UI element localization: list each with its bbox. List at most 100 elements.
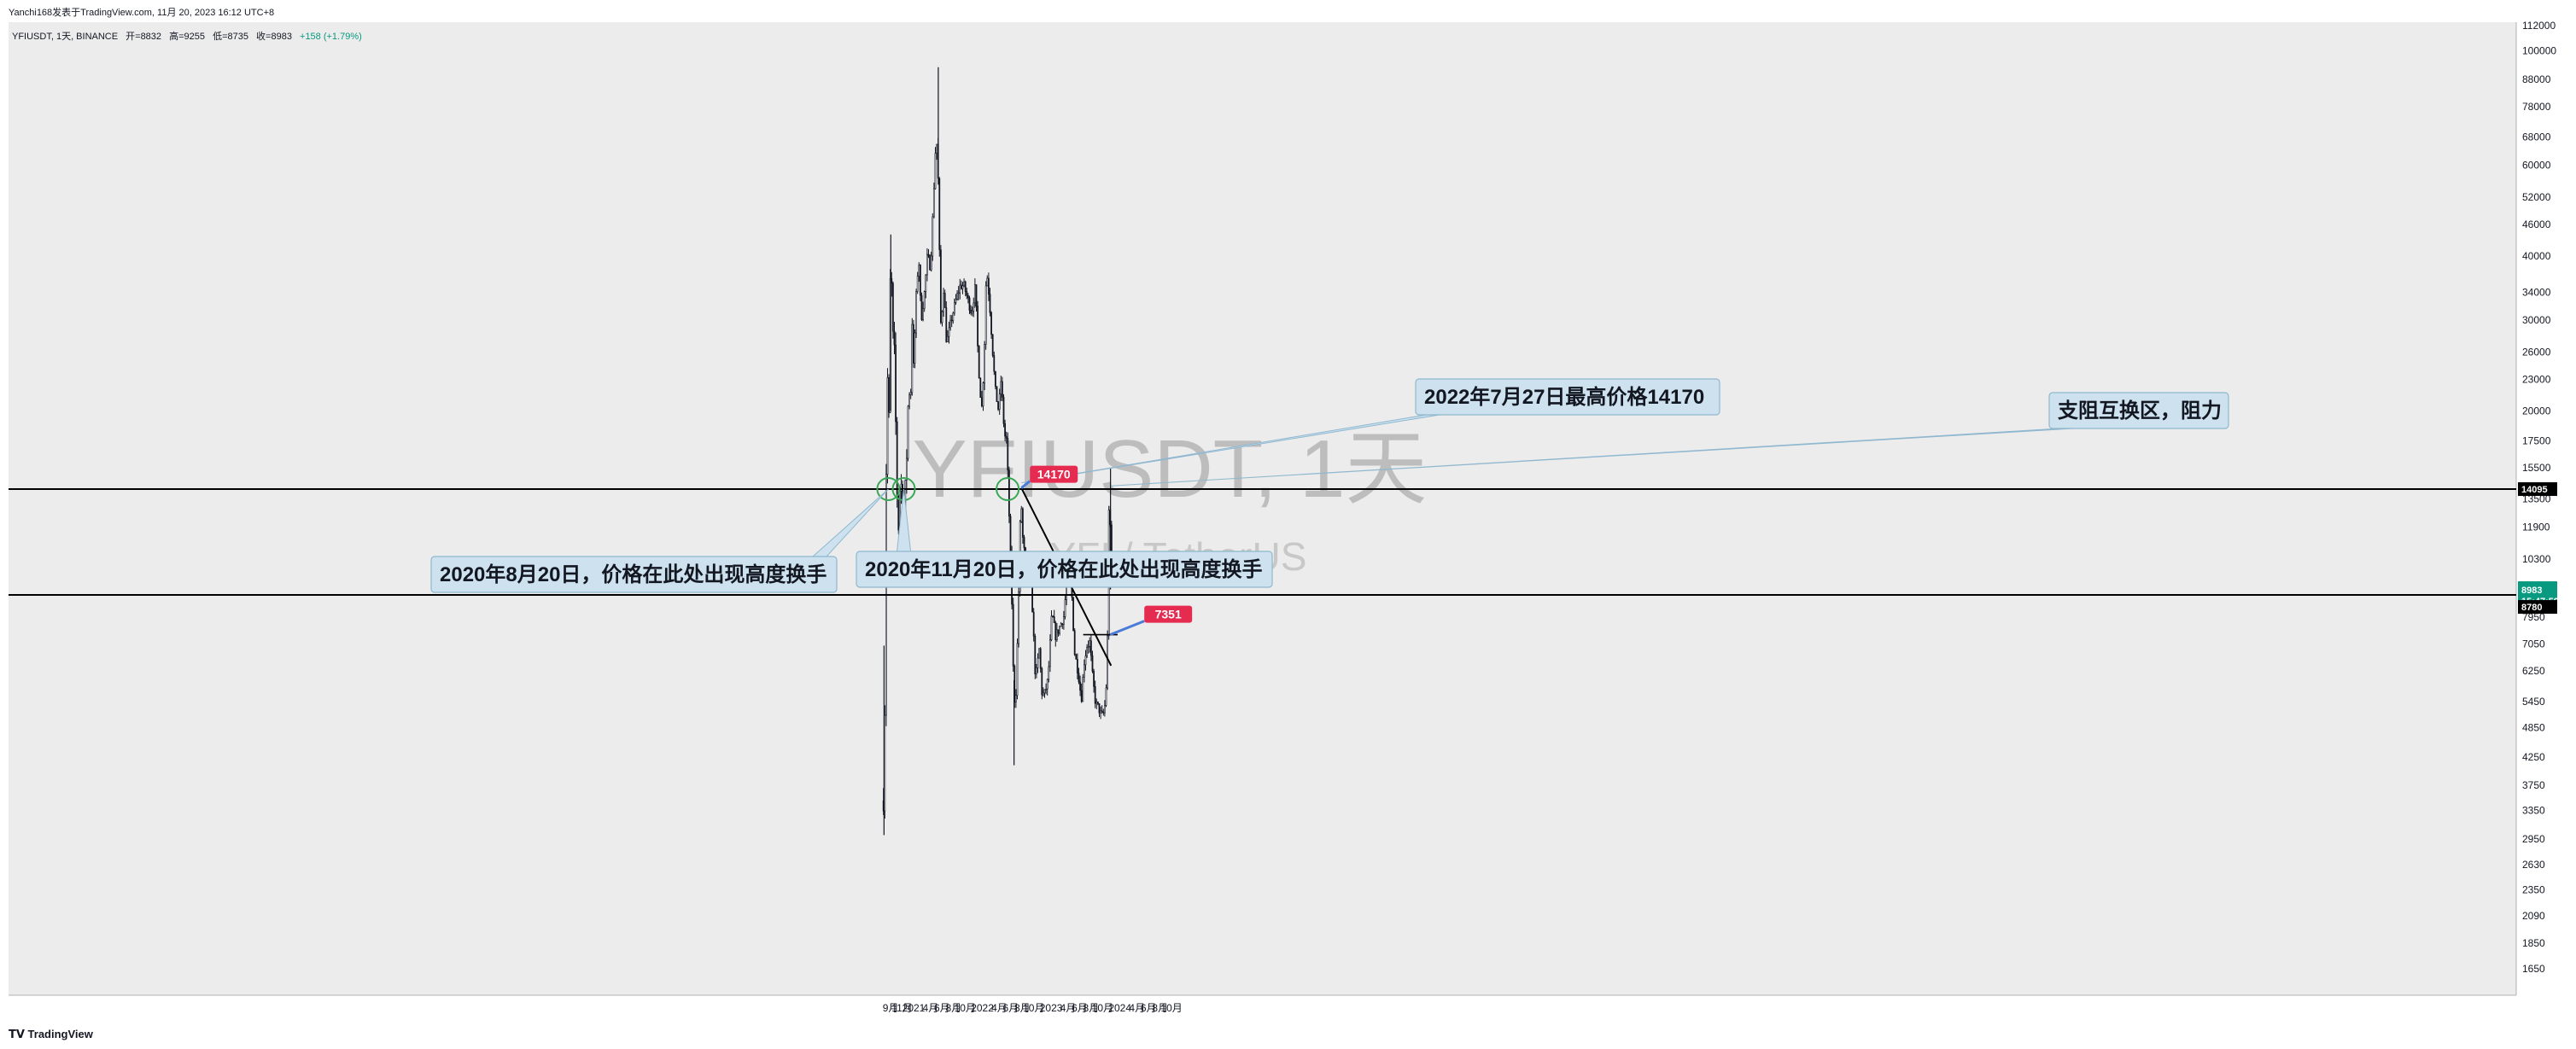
y-tick-label-14: 17500 [2522,434,2551,446]
x-tick-label-2: 2021 [902,1002,926,1014]
candle-body-58 [961,285,964,289]
candle-body-116 [1041,667,1043,696]
symbol-pair[interactable]: YFIUSDT, 1天, BINANCE [12,32,119,42]
candle-body-151 [1089,640,1091,647]
candle-body-102 [1021,508,1024,538]
x-tick-label-6: 10月 [955,1002,976,1014]
y-tick-label-20: 7050 [2522,638,2545,650]
marker-tag-1[interactable]: 7351 [1109,605,1193,636]
candle-body-76 [986,277,989,287]
tradingview-brand-text: TradingView [27,1028,93,1040]
x-tick-label-15: 8月 [1084,1002,1100,1014]
x-tick-label-5: 8月 [945,1002,961,1014]
plot-background [9,22,2516,995]
tradingview-logo[interactable]: 𝗧𝗩 TradingView [9,1028,93,1041]
symbol-legend[interactable]: YFIUSDT, 1天, BINANCE 开=8832 高=9255 低=873… [12,29,367,43]
callout-0[interactable]: 2020年8月20日，价格在此处出现高度换手 [430,488,889,593]
callout-3[interactable]: 支阻互换区，阻力 [1111,392,2229,487]
candle-body-36 [932,216,934,257]
y-tick-label-8: 40000 [2522,250,2551,262]
candle-body-38 [934,153,937,189]
candle-body-71 [979,377,982,398]
candle-body-126 [1054,622,1057,641]
x-tick-label-8: 4月 [991,1002,1008,1014]
y-tick-label-25: 3750 [2522,779,2545,791]
candle-body-60 [964,281,967,292]
candle-body-29 [922,308,924,321]
y-tick-label-10: 30000 [2522,314,2551,326]
candle-body-68 [975,284,978,306]
candle-body-112 [1035,667,1037,675]
ohlc-high: 高=9255 [169,32,206,42]
candle-body-72 [980,397,983,407]
candle-body-41 [938,178,941,250]
candle-body-56 [959,284,961,294]
candle-body-127 [1055,629,1058,641]
candle-body-30 [923,291,926,309]
marker-arrow-0 [1020,480,1031,489]
candle-body-89 [1004,423,1006,437]
candle-body-150 [1087,646,1089,648]
candle-body-4 [888,377,890,413]
price-tag-0: 14095 [2518,482,2557,497]
x-tick-label-17: 2024 [1108,1002,1131,1014]
price-axis[interactable]: 112000 100000 88000 78000 68000 60000 52000 460… [2518,20,2559,975]
candle-body-143 [1078,673,1080,683]
candle-body-103 [1023,537,1025,549]
marker-arrow-1 [1109,620,1145,636]
y-tick-label-18: 10300 [2522,553,2551,565]
watermark-title: YFIUSDT, 1天 [913,423,1428,515]
candle-body-118 [1043,689,1046,694]
candle-body-81 [993,355,996,372]
candle-body-158 [1098,702,1101,714]
candle-body-101 [1020,508,1023,522]
drawing-overlays: 2020年8月20日，价格在此处出现高度换手 2020年11月20日，价格在此处出… [9,378,2516,667]
candle-body-21 [911,323,914,393]
callout-1[interactable]: 2020年11月20日，价格在此处出现高度换手 [856,488,1273,588]
x-tick-label-7: 2022 [971,1002,994,1014]
x-tick-label-10: 8月 [1014,1002,1031,1014]
candle-body-139 [1072,597,1074,632]
candle-body-123 [1050,615,1053,640]
candle-body-42 [939,249,942,323]
marker-tag-0[interactable]: 14170 [1020,465,1078,489]
x-tick-label-11: 10月 [1023,1002,1044,1014]
candle-body-24 [915,291,917,334]
circle-marker-0[interactable] [876,477,901,502]
candle-body-79 [990,312,992,335]
callout-box-1 [856,551,1273,588]
candle-body-146 [1082,676,1084,702]
time-axis[interactable]: 9月11月20214月6月8月10月20224月6月8月10月20234月6月8… [883,1002,1183,1014]
price-tag-box-0 [2518,482,2557,497]
x-tick-label-13: 4月 [1060,1002,1077,1014]
candle-body-32 [926,254,928,276]
candle-body-157 [1096,701,1099,704]
candle-body-67 [973,284,976,304]
candle-body-128 [1057,629,1060,634]
candle-body-99 [1018,591,1019,644]
callout-2[interactable]: 2022年7月27日最高价格14170 [1021,378,1720,484]
candle-body-122 [1049,639,1051,667]
candle-body-46 [945,307,948,342]
price-tag-label-2: 8780 [2521,603,2542,613]
candle-body-113 [1037,657,1039,668]
y-tick-label-0: 112000 [2522,20,2556,32]
y-tick-label-9: 34000 [2522,286,2551,298]
y-tick-label-23: 4850 [2522,722,2545,734]
ohlc-change: +158 (+1.79%) [300,32,362,42]
candle-body-129 [1059,626,1060,634]
y-tick-label-1: 100000 [2522,45,2556,57]
y-tick-label-27: 2950 [2522,833,2545,845]
candle-body-130 [1060,623,1062,627]
circle-marker-2[interactable] [996,477,1020,502]
y-tick-label-2: 88000 [2522,73,2551,85]
marker-tag-box-1 [1144,605,1193,623]
callout-text-0: 2020年8月20日，价格在此处出现高度换手 [440,562,827,586]
x-tick-label-0: 9月 [883,1002,899,1014]
y-tick-label-21: 6250 [2522,665,2545,677]
y-tick-label-30: 2090 [2522,910,2545,922]
y-tick-label-29: 2350 [2522,883,2545,895]
candle-body-153 [1091,655,1094,672]
candle-body-23 [914,332,916,364]
